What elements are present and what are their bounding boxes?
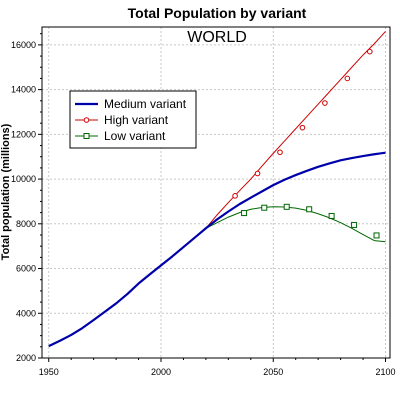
y-tick-label: 10000 [11, 174, 36, 184]
legend-box [69, 90, 197, 149]
x-tick-label: 2050 [263, 367, 283, 377]
y-tick-label: 8000 [16, 219, 36, 229]
axis-ticks: 1950 2000 2050 2100200040006000800010000120… [11, 33, 396, 377]
legend-marker-square [83, 133, 90, 139]
y-tick-label: 16000 [11, 40, 36, 50]
data-point-low-variant [241, 210, 248, 217]
y-tick-label: 2000 [16, 353, 36, 363]
legend-label: High variant [104, 113, 169, 127]
data-point-low-variant [306, 206, 313, 213]
data-point-high-variant [366, 48, 373, 55]
data-point-low-variant [283, 203, 290, 210]
legend-label: Medium variant [104, 97, 187, 111]
y-tick-label: 6000 [16, 264, 36, 274]
plot-frame [41, 26, 391, 359]
data-point-low-variant [373, 232, 380, 239]
chart-subtitle: WORLD [187, 29, 247, 46]
y-tick-label: 12000 [11, 129, 36, 139]
series-markers [232, 48, 380, 239]
data-point-high-variant [277, 149, 283, 156]
data-point-low-variant [328, 212, 335, 219]
y-tick-label: 14000 [11, 85, 36, 95]
data-point-low-variant [351, 221, 358, 228]
data-point-high-variant [299, 124, 306, 131]
series-line-medium-variant [48, 151, 386, 348]
legend-label: Low variant [104, 129, 166, 143]
x-tick-label: 2100 [375, 367, 395, 377]
x-tick-label: 2000 [151, 367, 171, 377]
data-point-high-variant [322, 100, 328, 106]
data-point-high-variant [344, 75, 351, 82]
legend: Medium variant High variant Low variant [69, 90, 197, 149]
data-point-high-variant [232, 193, 238, 199]
x-tick-label: 1950 [39, 367, 59, 377]
y-tick-label: 4000 [16, 308, 36, 318]
data-point-high-variant [254, 170, 261, 177]
data-point-low-variant [261, 204, 268, 211]
legend-marker-circle [83, 117, 90, 123]
chart-title: Total Population by variant [128, 5, 307, 21]
y-axis-label: Total population (millions) [0, 123, 12, 260]
